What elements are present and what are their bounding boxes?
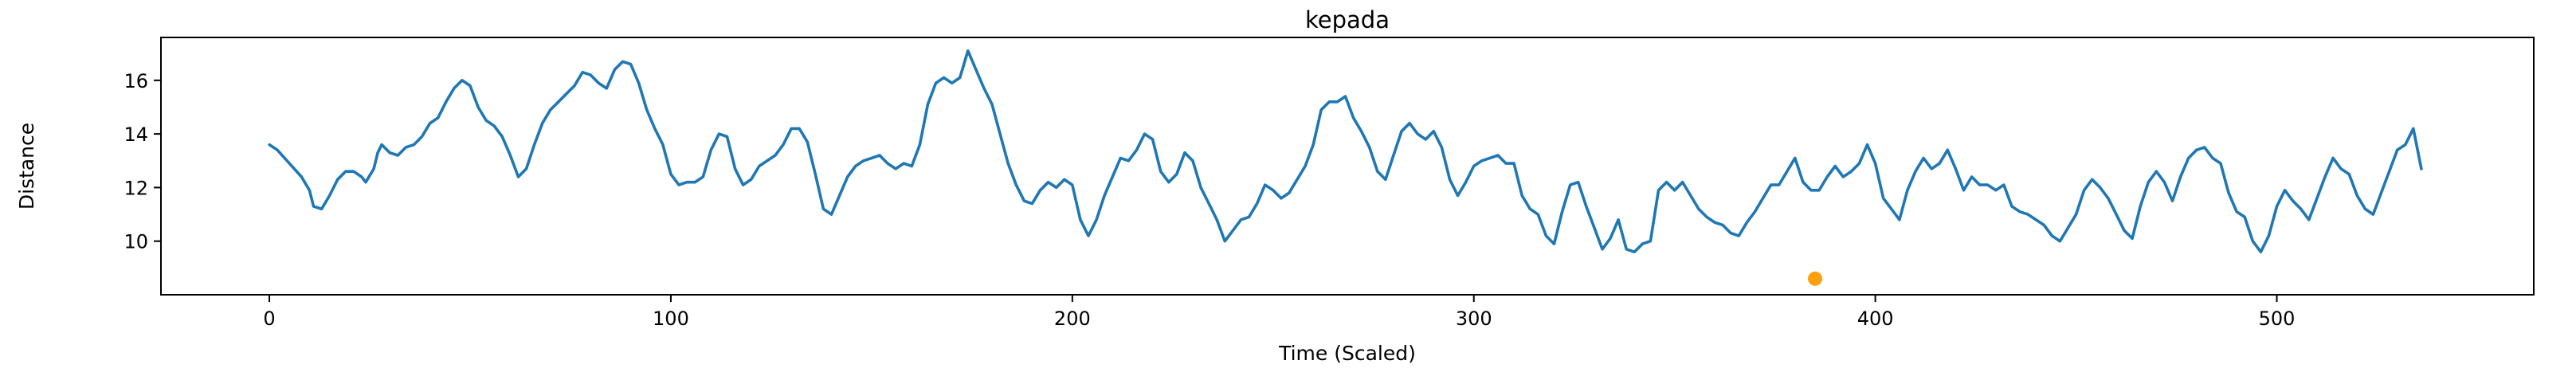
x-tick-label: 200: [1054, 308, 1091, 330]
x-tick-label: 400: [1857, 308, 1894, 330]
plot-frame: [160, 37, 2535, 296]
y-axis-ticks: 10 12 14 16: [124, 70, 161, 253]
x-tick-label: 0: [263, 308, 275, 330]
y-tick-label: 16: [124, 70, 148, 92]
x-tick-label: 500: [2259, 308, 2296, 330]
x-tick-label: 100: [653, 308, 689, 330]
y-tick-label: 10: [124, 231, 148, 253]
highlight-point: [1808, 271, 1823, 286]
x-axis-label: Time (Scaled): [1278, 342, 1416, 365]
series-line: [268, 49, 2423, 253]
y-tick-label: 14: [124, 123, 148, 146]
x-tick-label: 300: [1456, 308, 1492, 330]
y-axis-label: Distance: [15, 123, 38, 210]
x-axis-ticks: 0 100 200 300 400 500: [263, 295, 2295, 330]
y-tick-label: 12: [124, 177, 148, 199]
chart-title: kepada: [1305, 6, 1390, 33]
